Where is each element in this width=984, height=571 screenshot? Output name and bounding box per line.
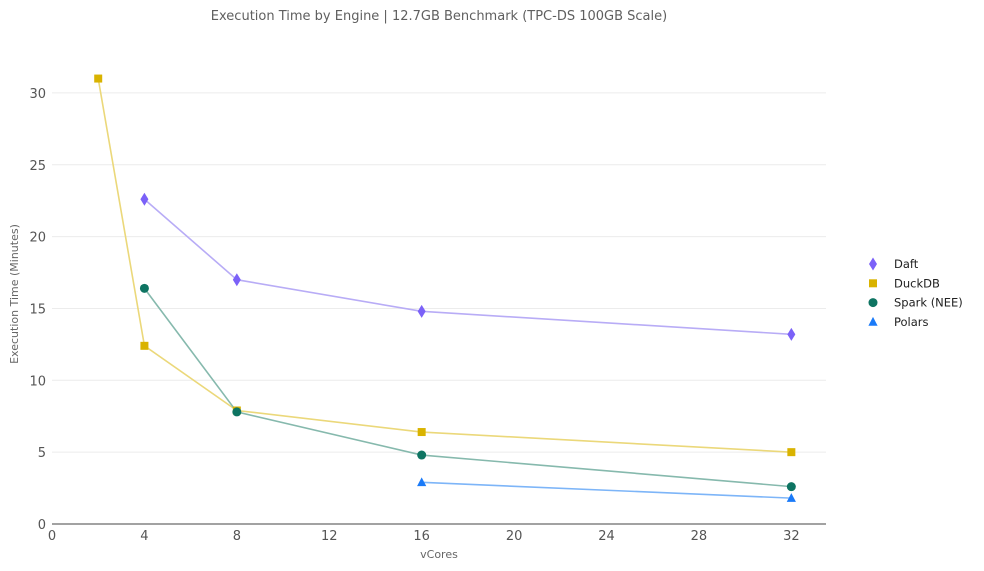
y-tick-label: 15 <box>29 302 46 317</box>
x-tick-label: 4 <box>140 529 148 544</box>
x-axis-ticks: 0 4 8 12 16 20 24 28 32 <box>48 529 800 544</box>
x-tick-label: 20 <box>506 529 523 544</box>
y-tick-label: 20 <box>29 231 46 246</box>
chart-title: Execution Time by Engine | 12.7GB Benchm… <box>211 9 667 24</box>
y-tick-label: 30 <box>29 87 46 102</box>
duckdb-data-point <box>787 448 796 457</box>
x-tick-label: 12 <box>321 529 338 544</box>
daft-data-point <box>417 304 426 318</box>
spark-nee-data-point <box>139 283 149 293</box>
polars-data-point <box>786 493 796 502</box>
y-tick-label: 0 <box>38 518 46 533</box>
legend-label-polars: Polars <box>894 315 929 329</box>
x-axis-title: vCores <box>420 548 458 561</box>
x-tick-label: 24 <box>598 529 615 544</box>
legend-marker-spark-nee <box>868 298 878 308</box>
gridlines <box>52 92 826 453</box>
duckdb-data-point <box>140 341 149 350</box>
duckdb-data-point <box>94 74 103 83</box>
daft-data-point <box>787 327 796 341</box>
duckdb-series-line <box>97 78 792 453</box>
duckdb-data-point <box>417 428 426 437</box>
legend-marker-daft <box>869 257 877 271</box>
y-tick-label: 25 <box>29 159 46 174</box>
spark-nee-data-point <box>786 482 796 492</box>
legend-marker-polars <box>868 316 878 326</box>
spark-nee-data-point <box>232 407 242 417</box>
daft-series-line <box>143 198 792 336</box>
x-tick-label: 16 <box>413 529 430 544</box>
y-axis-ticks: 0 5 10 15 20 25 30 <box>29 87 46 533</box>
daft-data-point <box>232 273 241 287</box>
legend-label-duckdb: DuckDB <box>894 276 940 290</box>
legend-label-daft: Daft <box>894 257 919 271</box>
legend-label-spark-nee: Spark (NEE) <box>894 296 963 310</box>
series-lines <box>97 78 792 499</box>
legend-marker-duckdb <box>869 279 877 288</box>
x-tick-label: 8 <box>233 529 241 544</box>
spark-nee-series-line <box>143 287 792 488</box>
polars-data-point <box>417 477 427 487</box>
y-axis-title: Execution Time (Minutes) <box>8 224 21 364</box>
x-tick-label: 32 <box>783 529 800 544</box>
y-tick-label: 5 <box>38 446 46 461</box>
polars-series-line <box>421 481 792 499</box>
x-tick-label: 0 <box>48 529 56 544</box>
spark-nee-data-point <box>417 450 427 460</box>
series-markers <box>94 74 796 502</box>
daft-data-point <box>140 192 149 206</box>
x-tick-label: 28 <box>691 529 708 544</box>
y-tick-label: 10 <box>29 374 46 389</box>
legend: Daft DuckDB Spark (NEE) Polars <box>868 257 963 329</box>
